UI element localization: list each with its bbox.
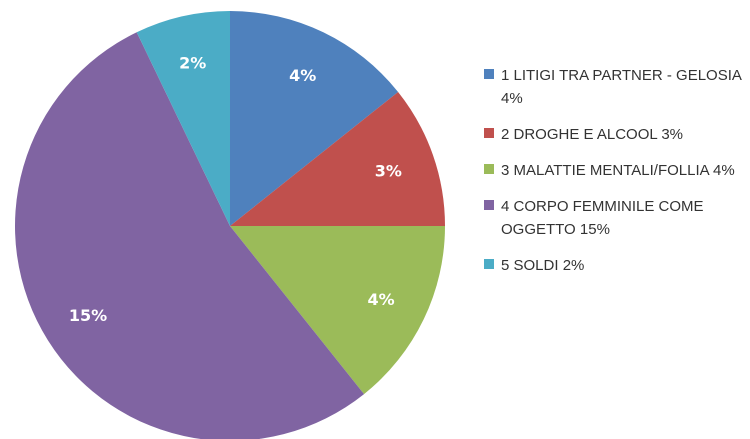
pie-data-label-2: 3% xyxy=(375,162,402,181)
legend-swatch-2 xyxy=(484,128,494,138)
pie-chart: 4% 3% 4% 15% 2% xyxy=(14,10,445,439)
pie-slices xyxy=(14,10,445,439)
pie-data-labels: 4% 3% 4% 15% 2% xyxy=(69,54,402,326)
legend-swatch-4 xyxy=(484,200,494,210)
legend-item-2: 2 DROGHE E ALCOOL 3% xyxy=(484,123,746,146)
legend-item-3: 3 MALATTIE MENTALI/FOLLIA 4% xyxy=(484,159,746,182)
pie-slice-3 xyxy=(230,226,445,395)
legend: 1 LITIGI TRA PARTNER - GELOSIA 4% 2 DROGH… xyxy=(484,64,746,290)
legend-label-5: 5 SOLDI 2% xyxy=(501,257,585,274)
legend-label-1: 1 LITIGI TRA PARTNER - GELOSIA 4% xyxy=(501,67,742,107)
pie-data-label-4: 15% xyxy=(69,306,107,325)
legend-swatch-1 xyxy=(484,69,494,79)
legend-item-5: 5 SOLDI 2% xyxy=(484,254,746,277)
legend-swatch-3 xyxy=(484,164,494,174)
pie-data-label-1: 4% xyxy=(289,66,316,85)
legend-item-1: 1 LITIGI TRA PARTNER - GELOSIA 4% xyxy=(484,64,746,110)
pie-slice-1 xyxy=(230,11,399,226)
legend-label-2: 2 DROGHE E ALCOOL 3% xyxy=(501,126,684,143)
pie-slice-5 xyxy=(136,10,230,226)
legend-label-4: 4 CORPO FEMMINILE COME OGGETTO 15% xyxy=(501,198,704,238)
pie-data-label-3: 4% xyxy=(368,290,395,309)
legend-item-4: 4 CORPO FEMMINILE COME OGGETTO 15% xyxy=(484,195,746,241)
legend-swatch-5 xyxy=(484,259,494,269)
pie-data-label-5: 2% xyxy=(179,54,206,73)
pie-slice-2 xyxy=(230,91,445,226)
legend-label-3: 3 MALATTIE MENTALI/FOLLIA 4% xyxy=(501,162,735,179)
pie-slice-4 xyxy=(14,32,365,439)
